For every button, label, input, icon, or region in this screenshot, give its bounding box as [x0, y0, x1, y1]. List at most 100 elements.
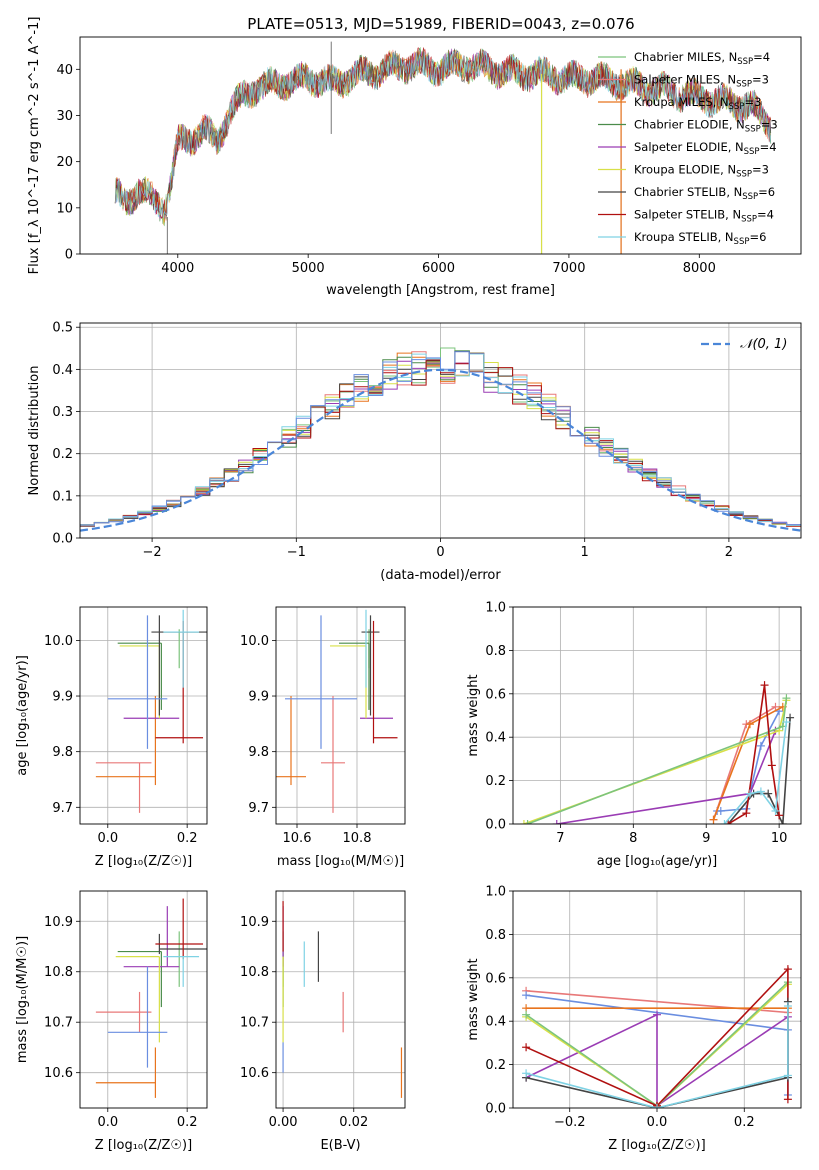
- x-axis-label: (data-model)/error: [380, 568, 501, 583]
- x-tick-label: 2: [725, 545, 733, 560]
- errorbar-point: [155, 898, 204, 960]
- x-tick-label: −2: [143, 545, 162, 560]
- x-tick-label: 10: [771, 831, 788, 846]
- spectrum-line: [114, 50, 772, 218]
- errorbar-point: [107, 966, 168, 1068]
- y-tick-label: 9.7: [248, 801, 269, 816]
- errorbar-point: [115, 956, 160, 1043]
- y-tick-label: 1.0: [485, 601, 506, 616]
- x-tick-label: 0.00: [269, 1115, 298, 1130]
- weight-marker: [724, 820, 733, 824]
- panel-age-vs-mass: 10.6 10.8 9.7 9.8 9.9 10.0 mass [log₁₀(M/M☉)]: [240, 606, 406, 869]
- errorbar-point: [285, 615, 357, 749]
- errorbars: [276, 609, 398, 813]
- axes-frame: [79, 36, 802, 255]
- x-tick-label: 8000: [683, 261, 716, 276]
- axes-frame: [512, 890, 802, 1109]
- y-tick-label: 10.9: [44, 915, 73, 930]
- y-tick-label: 30: [56, 109, 73, 124]
- x-tick-label: 4000: [161, 261, 194, 276]
- y-tick-label: 9.8: [52, 745, 73, 760]
- errorbars: [95, 898, 207, 1098]
- weight-marker: [782, 694, 791, 703]
- y-axis-label: Flux [f_λ 10^-17 erg cm^-2 s^-1 A^-1]: [27, 17, 42, 275]
- panel-age-vs-z: 0.0 0.2 9.7 9.8 9.9 10.0 Z [log₁₀(Z/Z☉)] age [l…: [15, 606, 208, 869]
- errorbar-point: [361, 615, 380, 716]
- panel-spectrum: 4000 5000 6000 7000 8000 0 10 20 30 40 wavelength …: [27, 17, 802, 298]
- y-tick-label: 0.1: [52, 489, 73, 504]
- y-axis-label: mass weight: [466, 674, 481, 756]
- y-axis-label: mass [log₁₀(M/M☉)]: [15, 936, 30, 1063]
- weight-marker: [523, 820, 532, 824]
- y-tick-label: 0.8: [485, 644, 506, 659]
- x-axis-label: mass [log₁₀(M/M☉)]: [277, 854, 404, 869]
- x-tick-label: 0.2: [177, 1115, 198, 1130]
- weight-marker: [653, 1104, 661, 1108]
- errorbar-point: [95, 991, 152, 1033]
- weight-marker: [522, 991, 531, 1000]
- x-axis-label: Z [log₁₀(Z/Z☉)]: [95, 1138, 192, 1153]
- errorbar-point: [163, 609, 200, 688]
- weight-marker: [782, 718, 791, 727]
- weight-marker: [775, 811, 784, 820]
- gaussian-curve: [80, 368, 801, 532]
- y-tick-label: 10.8: [44, 965, 73, 980]
- errorbar-point: [95, 1047, 157, 1098]
- x-tick-label: 0.0: [97, 831, 118, 846]
- weight-marker: [771, 806, 780, 815]
- weight-series: [525, 1013, 789, 1108]
- axes-frame: [275, 890, 406, 1109]
- weight-marker: [760, 681, 769, 690]
- legend-entry: Kroupa ELODIE, NSSP=3: [634, 163, 769, 180]
- histogram: [80, 351, 801, 529]
- legend-entry: Chabrier STELIB, NSSP=6: [634, 185, 775, 202]
- weight-marker: [745, 720, 754, 729]
- y-tick-label: 40: [56, 63, 73, 78]
- y-tick-label: 0.8: [485, 928, 506, 943]
- y-tick-label: 1.0: [485, 885, 506, 900]
- y-tick-label: 0.6: [485, 687, 506, 702]
- x-tick-label: 0.02: [339, 1115, 368, 1130]
- errorbars: [282, 901, 403, 1098]
- y-tick-label: 0.5: [52, 321, 73, 336]
- errorbar-point: [321, 696, 345, 813]
- panel-mass-vs-z: 0.0 0.2 10.6 10.7 10.8 10.9 Z [log₁₀(Z/Z☉)] mas…: [15, 890, 208, 1153]
- panel-residual-hist: −2 −1 0 1 2 0.0 0.1 0.2 0.3 0.4 0.5 (data-model)/er…: [27, 321, 802, 583]
- weight-marker: [552, 820, 561, 824]
- y-tick-label: 0.2: [52, 447, 73, 462]
- errorbar-point: [339, 642, 370, 710]
- legend-entry: Salpeter ELODIE, NSSP=4: [634, 140, 777, 157]
- histogram-steps: [80, 347, 801, 532]
- y-tick-label: 10.0: [44, 634, 73, 649]
- errorbar-point: [123, 906, 180, 968]
- y-tick-label: 0.6: [485, 971, 506, 986]
- axes-frame: [79, 322, 802, 539]
- x-tick-label: 5000: [292, 261, 325, 276]
- weight-series: [525, 1006, 789, 1108]
- x-axis-label: age [log₁₀(age/yr)]: [597, 854, 718, 869]
- x-tick-label: 0.0: [97, 1115, 118, 1130]
- legend-entry: 𝒩(0, 1): [740, 337, 787, 352]
- weight-marker: [742, 809, 751, 818]
- y-tick-label: 0.2: [485, 774, 506, 789]
- x-axis-label: Z [log₁₀(Z/Z☉)]: [95, 854, 192, 869]
- weight-marker: [745, 789, 754, 798]
- weight-marker: [756, 741, 765, 750]
- weight-marker: [783, 1002, 792, 1011]
- errorbar-point: [95, 696, 157, 786]
- weight-marker: [764, 789, 773, 798]
- y-tick-label: 9.7: [52, 801, 73, 816]
- weight-marker: [653, 1010, 661, 1019]
- y-tick-label: 10.9: [240, 915, 269, 930]
- legend-entry: Kroupa STELIB, NSSP=6: [634, 230, 766, 247]
- weight-marker: [783, 965, 792, 974]
- weight-lines: [519, 681, 795, 824]
- legend-entry: Chabrier MILES, NSSP=4: [634, 50, 770, 67]
- errorbar-point: [107, 615, 168, 749]
- y-tick-label: 0.0: [485, 1102, 506, 1117]
- legend-entry: Chabrier ELODIE, NSSP=3: [634, 118, 778, 135]
- y-tick-label: 0.2: [485, 1058, 506, 1073]
- y-tick-label: 10.8: [240, 965, 269, 980]
- weight-marker: [786, 713, 795, 722]
- y-tick-label: 0.4: [52, 363, 73, 378]
